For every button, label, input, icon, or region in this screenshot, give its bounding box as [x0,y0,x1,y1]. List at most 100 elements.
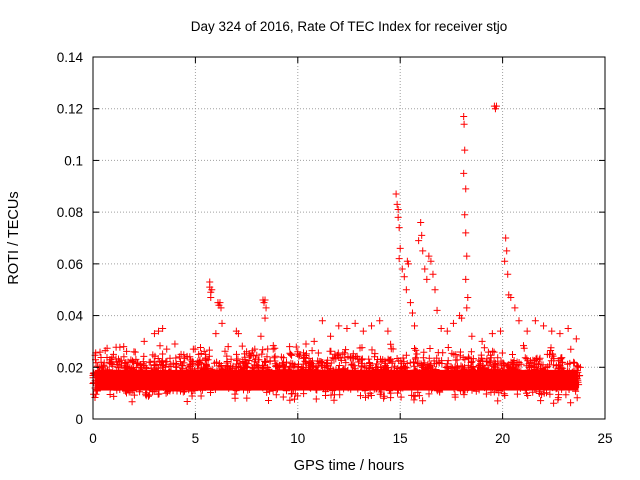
data-point [261,314,269,322]
data-point [449,319,457,327]
x-tick-label: 25 [597,431,612,446]
y-tick-label: 0 [75,412,83,427]
x-tick-label: 0 [89,431,97,446]
data-point [351,319,359,327]
data-point [277,353,285,361]
data-point [189,345,197,353]
y-tick-label: 0.14 [57,50,84,65]
data-point [515,317,523,325]
data-point [171,340,179,348]
data-point [159,325,167,332]
data-point [443,327,451,335]
data-point [217,304,225,312]
data-point [564,325,572,332]
data-point [463,304,471,312]
data-point [463,252,471,260]
data-point [504,270,512,278]
data-point [427,257,435,265]
data-point [419,247,427,255]
data-point [458,314,466,322]
data-point [502,234,510,242]
data-point [120,343,128,351]
data-point [556,330,564,338]
baseline-scatter-band [89,340,584,407]
data-point [462,275,470,283]
data-point [257,332,265,340]
data-point [99,368,107,376]
data-point [150,330,158,338]
axis-ticks: 0 5 10 15 20 25 0 0.02 0.04 0.06 0.08 0.1 0.12 0.14 [57,50,613,446]
data-point [478,337,486,345]
data-point [396,244,404,252]
data-point [343,325,351,332]
data-point [395,224,403,232]
data-point [402,286,410,294]
data-point [492,102,500,110]
data-point [511,304,519,312]
data-point [462,185,470,193]
data-point [421,265,429,273]
data-point [408,309,416,317]
data-point [155,327,163,335]
data-point [384,327,392,335]
data-point [234,330,242,338]
data-point [501,257,509,265]
data-point [433,306,441,314]
data-point [395,255,403,263]
data-point [136,368,144,376]
data-point [269,345,277,353]
data-point [429,270,437,278]
data-point [523,327,531,335]
data-point [507,293,515,301]
x-tick-label: 20 [495,431,510,446]
data-point [400,273,408,281]
data-point [114,379,122,387]
data-point [224,343,232,351]
data-point [423,275,431,283]
y-tick-label: 0.04 [57,309,84,324]
data-point [464,293,472,301]
data-point [460,169,468,177]
data-point [404,260,412,268]
data-point [461,146,469,154]
data-point [398,265,406,273]
data-point [497,327,505,335]
data-point [146,358,154,366]
data-point [140,337,148,345]
data-point [130,348,138,356]
data-point [461,211,469,219]
data-point [418,231,426,239]
data-point [393,200,401,208]
data-point [368,322,376,330]
data-point [531,317,539,325]
data-point [126,363,134,371]
data-point [202,350,210,358]
data-point [294,348,302,356]
data-point [216,299,224,307]
y-tick-label: 0.12 [57,102,83,117]
data-point [261,296,269,304]
data-point [488,330,496,338]
data-point [548,327,556,335]
series-points [91,102,580,392]
data-point [431,286,439,294]
chart-title: Day 324 of 2016, Rate Of TEC Index for r… [191,19,507,34]
data-point [462,229,470,237]
y-tick-label: 0.02 [57,360,83,375]
data-point [359,327,367,335]
data-point [392,190,400,198]
data-point [425,252,433,260]
data-point [105,358,113,366]
data-point [177,350,185,358]
data-point [286,343,294,351]
data-point [262,304,270,312]
x-axis-label: GPS time / hours [294,458,404,474]
data-point [109,350,117,358]
y-tick-label: 0.08 [57,205,83,220]
data-point [540,322,548,330]
plot-frame [92,56,606,420]
data-point [335,322,343,330]
data-point [327,332,335,340]
x-tick-label: 10 [290,431,305,446]
